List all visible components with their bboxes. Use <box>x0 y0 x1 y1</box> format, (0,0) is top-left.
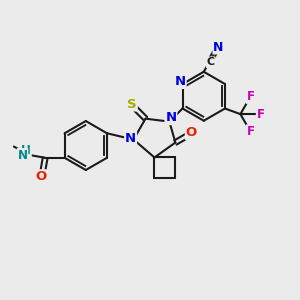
Text: F: F <box>247 90 254 103</box>
Text: N: N <box>165 111 176 124</box>
Text: N: N <box>125 132 136 145</box>
Text: O: O <box>35 170 47 183</box>
Text: O: O <box>186 126 197 139</box>
Text: N: N <box>17 149 28 162</box>
Text: N: N <box>213 40 224 54</box>
Text: S: S <box>127 98 137 111</box>
Text: F: F <box>257 108 265 121</box>
Text: H: H <box>21 144 31 157</box>
Text: F: F <box>247 125 254 138</box>
Text: N: N <box>175 75 186 88</box>
Text: C: C <box>207 57 215 67</box>
